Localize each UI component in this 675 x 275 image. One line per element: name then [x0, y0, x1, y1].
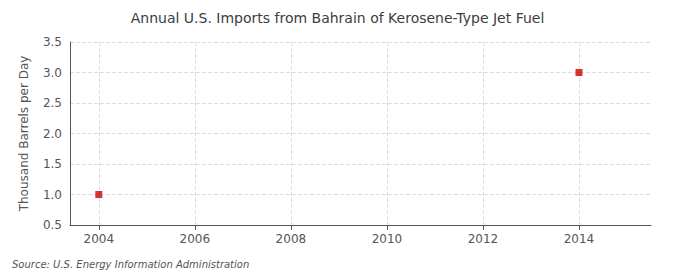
svg-text:Thousand Barrels per Day: Thousand Barrels per Day: [17, 56, 31, 213]
svg-text:2014: 2014: [564, 232, 595, 246]
svg-text:1.0: 1.0: [43, 188, 62, 202]
svg-text:1.5: 1.5: [43, 157, 62, 171]
svg-text:3.0: 3.0: [43, 66, 62, 80]
svg-text:2.0: 2.0: [43, 127, 62, 141]
svg-text:2008: 2008: [276, 232, 307, 246]
svg-text:Annual U.S. Imports from Bahra: Annual U.S. Imports from Bahrain of Kero…: [131, 10, 545, 26]
svg-text:2012: 2012: [468, 232, 499, 246]
svg-text:2010: 2010: [372, 232, 403, 246]
svg-text:0.5: 0.5: [43, 218, 62, 232]
svg-text:2.5: 2.5: [43, 96, 62, 110]
svg-text:2006: 2006: [180, 232, 211, 246]
svg-text:2004: 2004: [84, 232, 115, 246]
svg-text:Source: U.S. Energy Informatio: Source: U.S. Energy Information Administ…: [12, 259, 249, 270]
svg-text:3.5: 3.5: [43, 35, 62, 49]
